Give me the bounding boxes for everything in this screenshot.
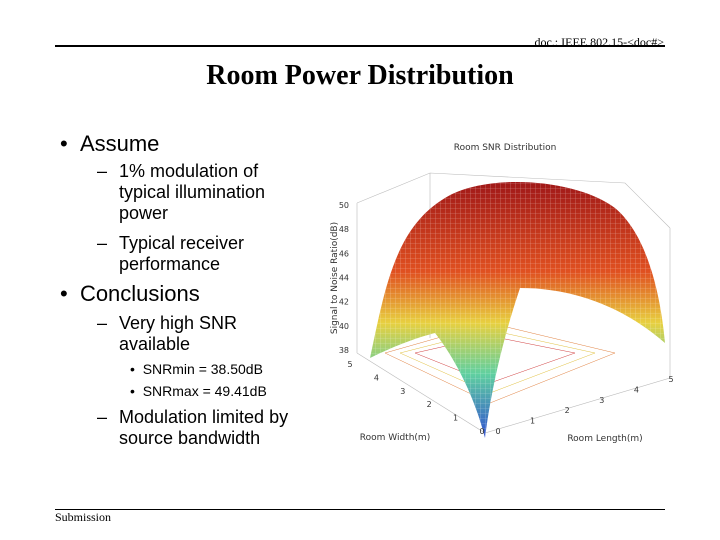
line: 1% modulation of: [119, 161, 259, 181]
sub-bullet: Typical receiver performance: [119, 233, 244, 275]
bullet: • Conclusions: [60, 281, 200, 306]
bullet-text: SNRmax = 49.41dB: [142, 383, 267, 399]
sub-sub-bullet: • SNRmax = 49.41dB: [130, 383, 267, 399]
line: Modulation limited by: [119, 407, 289, 427]
z-axis-label: Signal to Noise Ratio(dB): [330, 222, 340, 334]
x-tick-label: 4: [374, 373, 379, 382]
plot-title: Room SNR Distribution: [454, 143, 557, 153]
sub-sub-bullet: • SNRmin = 38.50dB: [130, 361, 263, 377]
line: available: [119, 334, 191, 354]
dash: –: [97, 161, 108, 181]
z-tick-label: 42: [339, 298, 349, 307]
z-tick-label: 40: [339, 322, 349, 331]
surface-plot: Room SNR Distribution Signal to Noise Ra…: [330, 143, 674, 444]
axes-box: [356, 172, 671, 434]
line: typical illumination: [119, 182, 266, 202]
y-tick-label: 5: [668, 375, 673, 384]
x-tick-label: 3: [400, 387, 405, 396]
z-tick-label: 50: [339, 201, 349, 210]
line: performance: [119, 254, 221, 274]
line: power: [119, 203, 169, 223]
line: source bandwidth: [119, 428, 261, 448]
y-tick-label: 4: [634, 385, 639, 394]
sub-bullet: Very high SNR available: [119, 313, 237, 355]
surface-mesh: [370, 181, 665, 438]
header-rule: [55, 45, 665, 47]
x-axis-label: Room Width(m): [360, 433, 430, 443]
x-tick-label: 1: [453, 414, 458, 423]
dash: –: [97, 313, 108, 333]
y-tick-label: 3: [599, 396, 604, 405]
z-tick-label: 38: [339, 346, 349, 355]
dash: –: [97, 233, 108, 253]
footer-rule: [55, 509, 665, 510]
dash: –: [97, 407, 108, 427]
z-tick-label: 44: [339, 274, 349, 283]
x-tick-label: 5: [347, 360, 352, 369]
y-axis-label: Room Length(m): [567, 434, 642, 444]
x-tick-label: 0: [479, 427, 484, 436]
x-tick-label: 2: [427, 400, 432, 409]
z-tick-label: 46: [339, 249, 349, 258]
footer: Submission: [55, 510, 112, 524]
line: Very high SNR: [119, 313, 238, 333]
sub-bullet: Modulation limited by source bandwidth: [119, 407, 288, 449]
sub-bullet: 1% modulation of typical illumination powe…: [119, 161, 265, 224]
bullet-text: Assume: [79, 131, 160, 156]
y-tick-label: 1: [530, 417, 535, 426]
z-tick-label: 48: [339, 225, 349, 234]
y-tick-label: 0: [495, 427, 500, 436]
doc-id: doc.: IEEE 802.15-<doc#>: [534, 35, 664, 49]
bullet-text: SNRmin = 38.50dB: [142, 361, 263, 377]
bullet-text: Conclusions: [79, 281, 200, 306]
slide-title: Room Power Distribution: [206, 60, 514, 91]
y-tick-label: 2: [565, 406, 570, 415]
line: Typical receiver: [119, 233, 245, 253]
bullet: • Assume: [60, 131, 160, 156]
